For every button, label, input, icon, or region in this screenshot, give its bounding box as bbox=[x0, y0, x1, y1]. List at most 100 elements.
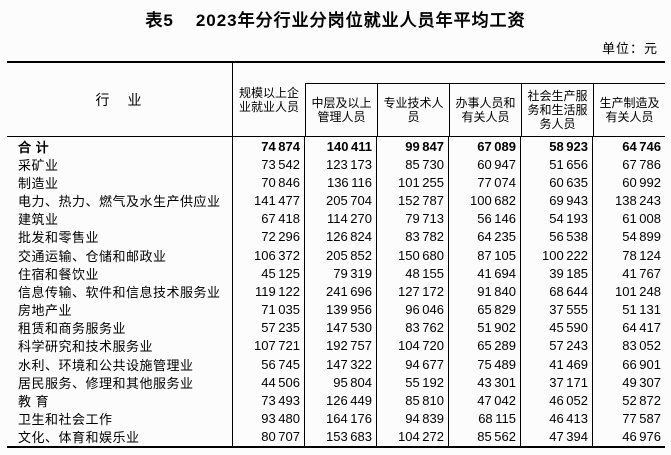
industry-cell: 采矿业 bbox=[7, 155, 233, 174]
header-industry: 行 业 bbox=[7, 63, 233, 136]
value-cell: 57 235 bbox=[233, 318, 305, 337]
value-cell: 66 901 bbox=[622, 356, 661, 372]
value-cell: 47 042 bbox=[449, 391, 521, 410]
value-cell: 119 122 bbox=[233, 282, 305, 301]
value-cell: 147 530 bbox=[305, 318, 377, 337]
value-cell: 57 243 bbox=[521, 336, 593, 356]
value-cell: 39 185 bbox=[521, 264, 593, 283]
value-cell: 51 131 bbox=[622, 302, 661, 318]
value-cell: 150 680 bbox=[377, 246, 449, 265]
value-cell: 58 923 bbox=[521, 137, 593, 156]
industry-cell: 信息传输、软件和信息技术服务业 bbox=[7, 282, 233, 301]
table-number-label: 表5 bbox=[145, 11, 174, 30]
value-cell: 60 992 bbox=[622, 174, 661, 190]
value-cell: 54 899 bbox=[622, 229, 661, 245]
value-cell: 101 248 bbox=[615, 283, 661, 299]
value-cell: 68 644 bbox=[521, 282, 593, 301]
value-cell: 49 307 bbox=[622, 374, 661, 390]
value-cell: 41 767 bbox=[622, 265, 661, 281]
value-cell: 114 270 bbox=[305, 209, 377, 228]
table-header-row: 行 业 规模以上企业就业人员 中层及以上管理人员 专业技术人员 办事人员和有关人… bbox=[7, 63, 665, 137]
industry-cell: 住宿和餐饮业 bbox=[7, 264, 233, 283]
value-cell: 48 155 bbox=[377, 264, 449, 283]
value-cell: 85 562 bbox=[449, 427, 521, 446]
industry-cell: 居民服务、修理和其他服务业 bbox=[7, 373, 233, 392]
value-cell: 47 394 bbox=[521, 427, 593, 446]
value-cell: 65 829 bbox=[449, 300, 521, 319]
value-cell: 87 105 bbox=[449, 246, 521, 265]
table-row: 水利、环境和公共设施管理业 56 745 147 322 94 677 75 489 41… bbox=[7, 355, 665, 374]
value-cell: 93 480 bbox=[233, 409, 305, 428]
value-cell: 72 296 bbox=[233, 227, 305, 247]
value-cell: 96 046 bbox=[377, 300, 449, 319]
value-cell: 85 730 bbox=[377, 155, 449, 174]
value-cell: 45 590 bbox=[521, 318, 593, 337]
value-cell: 43 301 bbox=[449, 373, 521, 392]
value-cell: 46 413 bbox=[521, 409, 593, 428]
value-cell: 67 786 bbox=[622, 156, 661, 172]
value-cell: 147 322 bbox=[305, 355, 377, 374]
value-cell: 164 176 bbox=[305, 409, 377, 428]
table-row: 电力、热力、燃气及水生产供应业 141 477 205 704 152 787 100 … bbox=[7, 191, 665, 210]
table-row: 合 计 74 874 140 411 99 847 67 089 58 923 64 746 bbox=[7, 137, 665, 156]
table-row: 租赁和商务服务业 57 235 147 530 83 762 51 902 45 590 6… bbox=[7, 318, 665, 337]
unit-label: 单位：元 bbox=[601, 41, 658, 56]
value-cell: 85 810 bbox=[377, 391, 449, 410]
value-cell: 60 947 bbox=[449, 155, 521, 174]
industry-cell: 文化、体育和娱乐业 bbox=[7, 427, 233, 446]
table-title-text: 2023年分行业分岗位就业人员年平均工资 bbox=[195, 11, 526, 30]
industry-cell: 建筑业 bbox=[7, 209, 233, 228]
table-row: 建筑业 67 418 114 270 79 713 56 146 54 193 61 008 bbox=[7, 209, 665, 228]
value-cell: 104 720 bbox=[377, 336, 449, 356]
value-cell: 205 704 bbox=[305, 191, 377, 210]
value-cell: 46 052 bbox=[521, 391, 593, 410]
page-title: 表5 2023年分行业分岗位就业人员年平均工资 bbox=[0, 0, 671, 31]
table-row: 批发和零售业 72 296 126 824 83 782 64 235 56 538 54 … bbox=[7, 227, 665, 247]
table-row: 信息传输、软件和信息技术服务业 119 122 241 696 127 172 91 8… bbox=[7, 282, 665, 301]
value-cell: 104 272 bbox=[377, 427, 449, 446]
table-row: 教 育 73 493 126 449 85 810 47 042 46 052 52 872 bbox=[7, 391, 665, 410]
industry-cell: 批发和零售业 bbox=[7, 227, 233, 247]
value-cell: 79 319 bbox=[305, 264, 377, 283]
value-cell: 94 677 bbox=[377, 355, 449, 374]
value-cell: 77 587 bbox=[622, 411, 661, 427]
value-cell: 141 477 bbox=[233, 191, 305, 210]
value-cell: 70 846 bbox=[233, 173, 305, 192]
value-cell: 64 746 bbox=[622, 138, 661, 154]
value-cell: 68 115 bbox=[449, 409, 521, 428]
wage-table: 行 业 规模以上企业就业人员 中层及以上管理人员 专业技术人员 办事人员和有关人… bbox=[7, 61, 665, 448]
value-cell: 153 683 bbox=[305, 427, 377, 446]
industry-cell: 合 计 bbox=[7, 137, 233, 156]
industry-cell: 电力、热力、燃气及水生产供应业 bbox=[7, 191, 233, 210]
value-cell: 56 146 bbox=[449, 209, 521, 228]
value-cell: 83 782 bbox=[377, 227, 449, 247]
table-row: 采矿业 73 542 123 173 85 730 60 947 51 656 67 786 bbox=[7, 155, 665, 174]
value-cell: 91 840 bbox=[449, 282, 521, 301]
value-cell: 136 116 bbox=[305, 173, 377, 192]
table-row: 房地产业 71 035 139 956 96 046 65 829 37 555 51 13… bbox=[7, 300, 665, 319]
industry-cell: 交通运输、仓储和邮政业 bbox=[7, 246, 233, 265]
value-cell: 52 872 bbox=[622, 392, 661, 408]
value-cell: 79 713 bbox=[377, 209, 449, 228]
value-cell: 37 555 bbox=[521, 300, 593, 319]
table-body: 合 计 74 874 140 411 99 847 67 089 58 923 64 746… bbox=[7, 137, 665, 446]
value-cell: 60 635 bbox=[521, 173, 593, 192]
value-cell: 56 538 bbox=[521, 227, 593, 247]
value-cell: 67 418 bbox=[233, 209, 305, 228]
value-cell: 107 721 bbox=[233, 336, 305, 356]
industry-cell: 卫生和社会工作 bbox=[7, 409, 233, 428]
header-col-production-workers: 生产制造及有关人员 bbox=[593, 83, 665, 136]
industry-cell: 教 育 bbox=[7, 391, 233, 410]
value-cell: 74 874 bbox=[233, 137, 305, 156]
industry-cell: 租赁和商务服务业 bbox=[7, 318, 233, 337]
value-cell: 56 745 bbox=[233, 355, 305, 374]
value-cell: 101 255 bbox=[377, 173, 449, 192]
value-cell: 140 411 bbox=[305, 137, 377, 156]
value-cell: 100 222 bbox=[521, 246, 593, 265]
table-row: 居民服务、修理和其他服务业 44 506 95 804 55 192 43 301 37 … bbox=[7, 373, 665, 392]
table-row: 卫生和社会工作 93 480 164 176 94 839 68 115 46 413 77… bbox=[7, 409, 665, 428]
table-row: 科学研究和技术服务业 107 721 192 757 104 720 65 289 57 … bbox=[7, 336, 665, 356]
value-cell: 94 839 bbox=[377, 409, 449, 428]
value-cell: 100 682 bbox=[449, 191, 521, 210]
